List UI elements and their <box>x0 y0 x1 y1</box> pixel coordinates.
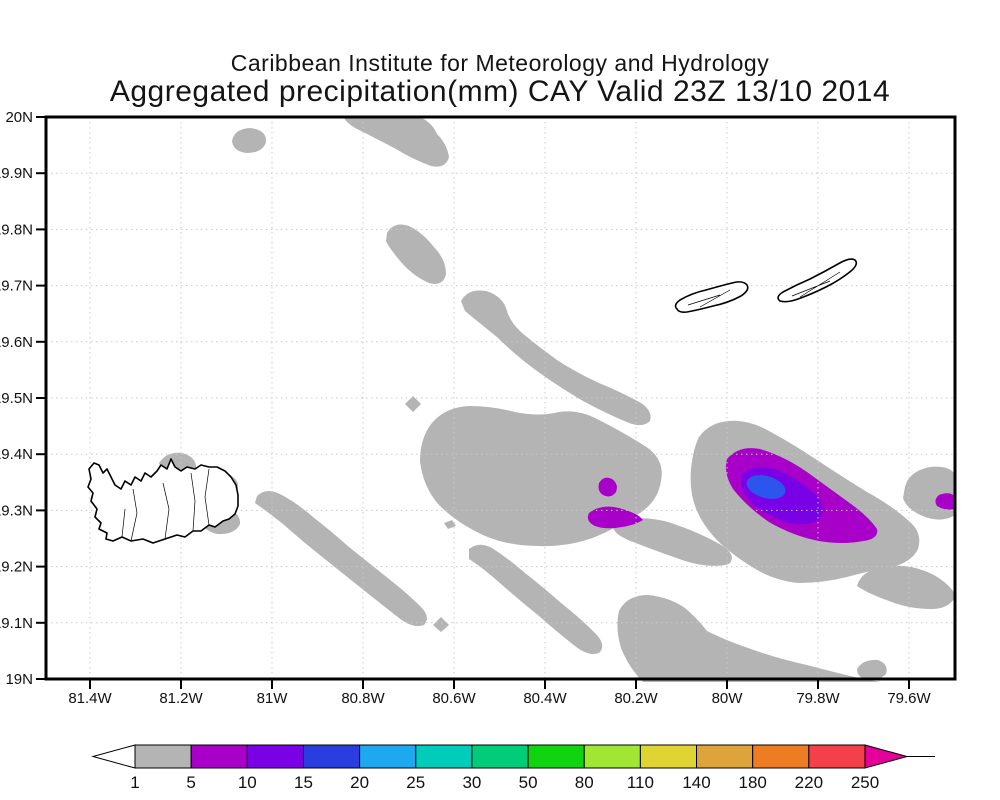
cayman-brac-detail-lines <box>791 271 841 298</box>
graticule-layer <box>46 117 955 679</box>
colorbar-segment <box>527 744 585 769</box>
y-axis-label: 19N <box>5 671 33 688</box>
precip-area-1-5mm <box>444 520 456 529</box>
x-axis-label: 80.8W <box>341 690 385 707</box>
x-axis-label: 81.2W <box>159 690 203 707</box>
institution-title: Caribbean Institute for Meteorology and … <box>230 50 770 76</box>
x-axis-label: 79.6W <box>887 690 931 707</box>
y-axis-label: 19.4N <box>0 446 33 463</box>
precip-area-1-5mm <box>386 224 446 284</box>
colorbar-label: 10 <box>238 773 257 792</box>
colorbar-label: 110 <box>627 773 654 792</box>
colorbar-segment <box>696 744 754 769</box>
precip-core-15-20mm <box>746 475 786 499</box>
colorbar-label: 250 <box>851 773 879 792</box>
colorbar-label: 5 <box>186 773 195 792</box>
x-axis-label: 80.6W <box>432 690 476 707</box>
precip-area-1-5mm <box>232 128 267 153</box>
colorbar-segment <box>583 744 641 769</box>
little-cayman-coastline <box>674 281 749 313</box>
precip-area-1-5mm <box>255 490 427 627</box>
colorbar-legend: 1 5 10 15 20 25 30 50 80 110 140 180 220 250 <box>91 744 935 792</box>
precip-area-1-5mm <box>461 290 651 426</box>
y-axis-label: 19.7N <box>0 278 33 295</box>
colorbar-segment <box>752 744 810 769</box>
colorbar-label: 20 <box>350 773 369 792</box>
colorbar-segment <box>359 744 417 769</box>
colorbar-segment <box>190 744 248 769</box>
y-axis-label: 19.5N <box>0 390 33 407</box>
cayman-brac-coastline <box>777 258 858 303</box>
colorbar-segment <box>415 744 473 769</box>
y-axis-label: 19.3N <box>0 502 33 519</box>
precip-area-1-5mm <box>469 544 603 655</box>
x-axis-label: 80.2W <box>614 690 658 707</box>
precip-area-5-10mm <box>935 493 955 510</box>
precip-area-1-5mm <box>344 118 449 167</box>
colorbar-label: 1 <box>130 773 139 792</box>
x-axis-label: 80W <box>712 690 744 707</box>
y-axis-label: 19.2N <box>0 559 33 576</box>
coastline-layer <box>87 258 858 544</box>
colorbar-segment <box>134 744 192 769</box>
y-axis-label: 19.8N <box>0 221 33 238</box>
colorbar-label: 180 <box>739 773 767 792</box>
grand-cayman-coastline <box>87 458 239 544</box>
precip-area-1-5mm <box>405 396 421 412</box>
precip-area-5-10mm <box>598 477 617 497</box>
precip-area-1-5mm <box>433 617 449 632</box>
x-axis-label: 80.4W <box>523 690 567 707</box>
colorbar-over-arrow <box>864 744 909 769</box>
colorbar-segment <box>246 744 304 769</box>
precip-area-1-5mm <box>612 518 732 566</box>
axis-layer: 20N 19.9N 19.8N 19.7N 19.6N 19.5N 19.4N 19.3N 19… <box>0 109 932 707</box>
precip-shading-layer <box>159 118 955 682</box>
colorbar-under-arrow <box>91 744 136 769</box>
precip-area-5-10mm <box>587 506 643 529</box>
colorbar-label: 140 <box>682 773 710 792</box>
colorbar-label: 15 <box>294 773 313 792</box>
y-axis-label: 19.9N <box>0 165 33 182</box>
precip-area-1-5mm <box>857 565 955 609</box>
x-axis-label: 81W <box>257 690 289 707</box>
y-axis-label: 19.1N <box>0 615 33 632</box>
y-axis-label: 20N <box>5 109 33 126</box>
precip-area-1-5mm <box>617 595 881 682</box>
grand-cayman-district-lines <box>121 468 210 542</box>
chart-title: Aggregated precipitation(mm) CAY Valid 2… <box>109 75 891 108</box>
colorbar-segment <box>302 744 361 769</box>
x-axis-label: 79.8W <box>796 690 840 707</box>
y-axis-label: 19.6N <box>0 334 33 351</box>
colorbar-segment <box>639 744 698 769</box>
little-cayman-detail-lines <box>687 289 731 308</box>
colorbar-label: 25 <box>406 773 425 792</box>
colorbar-segment <box>808 744 866 769</box>
colorbar-label: 50 <box>519 773 538 792</box>
colorbar-segment <box>471 744 529 769</box>
precip-area-1-5mm <box>903 466 955 520</box>
colorbar-label: 80 <box>575 773 594 792</box>
colorbar-label: 30 <box>462 773 481 792</box>
precip-area-1-5mm <box>857 659 887 681</box>
x-axis-label: 81.4W <box>68 690 112 707</box>
colorbar-label: 220 <box>795 773 823 792</box>
